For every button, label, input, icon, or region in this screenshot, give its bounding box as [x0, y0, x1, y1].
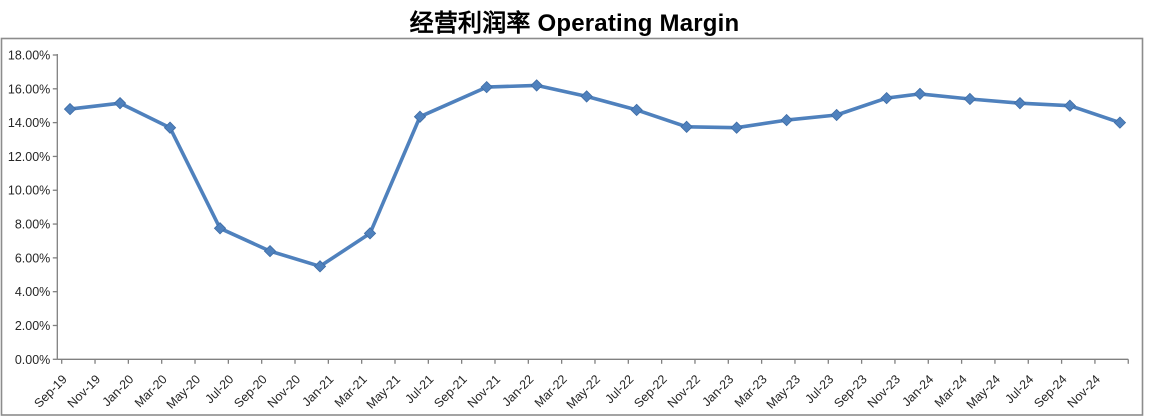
x-axis-tick-label: Mar-20: [132, 372, 170, 410]
x-axis-tick-label: Nov-24: [1065, 372, 1103, 410]
x-axis-tick-label: Nov-20: [265, 372, 303, 410]
data-point-marker: [630, 103, 643, 117]
data-point-marker: [413, 110, 427, 123]
x-axis-tick-label: Sep-24: [1031, 372, 1069, 410]
x-axis-tick-label: Jan-23: [699, 372, 736, 409]
data-point-marker: [730, 121, 743, 134]
data-point-marker: [1063, 99, 1077, 112]
data-point-marker: [963, 92, 977, 106]
x-axis-tick-label: Nov-19: [65, 372, 103, 410]
data-point-marker: [880, 91, 893, 105]
data-point-marker: [830, 108, 843, 122]
x-axis-tick-label: Jan-20: [100, 372, 137, 409]
data-point-marker: [530, 79, 543, 92]
x-axis-tick-label: Sep-23: [831, 372, 869, 410]
y-axis-tick-label: 10.00%: [8, 184, 50, 198]
x-axis-tick-label: May-23: [764, 372, 803, 411]
data-point-marker: [680, 120, 693, 134]
x-axis-tick-label: May-20: [164, 372, 203, 411]
x-axis-tick-label: Sep-20: [231, 372, 269, 410]
x-axis-tick-label: Nov-22: [665, 372, 703, 410]
y-axis-tick-label: 2.00%: [15, 319, 50, 333]
x-axis-tick-label: Sep-22: [631, 372, 669, 410]
y-axis-tick-label: 8.00%: [15, 218, 50, 232]
x-axis-tick-label: Mar-24: [932, 372, 970, 410]
data-point-marker: [363, 227, 377, 240]
data-point-marker: [163, 121, 177, 134]
x-axis-tick-label: Nov-23: [865, 372, 903, 410]
x-axis-tick-label: Mar-21: [332, 372, 370, 410]
data-point-marker: [313, 260, 327, 273]
x-axis-tick-label: May-22: [564, 372, 603, 411]
y-axis-tick-label: 4.00%: [15, 285, 50, 299]
x-axis-tick-label: May-24: [964, 372, 1003, 411]
x-axis-tick-label: Mar-23: [732, 372, 770, 410]
y-axis-tick-label: 14.00%: [8, 116, 50, 130]
y-axis-tick-label: 0.00%: [15, 353, 50, 367]
chart-title: 经营利润率 Operating Margin: [409, 10, 740, 37]
data-point-marker: [913, 87, 927, 101]
x-axis-tick-label: Mar-22: [532, 372, 570, 410]
x-axis-tick-label: Jan-21: [300, 372, 337, 409]
x-axis-tick-label: Sep-19: [31, 372, 69, 410]
x-axis-tick-label: May-21: [364, 372, 403, 411]
y-axis-tick-label: 12.00%: [8, 150, 50, 164]
data-point-marker: [113, 97, 127, 110]
x-axis-tick-label: Sep-21: [431, 372, 469, 410]
data-point-marker: [780, 113, 793, 127]
data-point-marker: [580, 90, 593, 103]
y-axis-tick-label: 16.00%: [8, 82, 50, 96]
data-point-marker: [63, 102, 77, 116]
y-axis-tick-label: 18.00%: [8, 49, 50, 63]
x-axis-tick-label: Nov-21: [465, 372, 503, 410]
plot-frame: [0, 37, 1144, 416]
x-axis-tick-label: Jan-22: [500, 372, 537, 409]
y-axis-tick-label: 6.00%: [15, 251, 50, 265]
data-point-marker: [1013, 97, 1027, 110]
data-point-marker: [263, 244, 277, 258]
data-point-marker: [1113, 116, 1127, 129]
data-point-marker: [480, 80, 493, 94]
data-point-marker: [213, 222, 227, 235]
x-axis-tick-label: Jan-24: [899, 372, 936, 409]
series-line: [68, 83, 1122, 269]
